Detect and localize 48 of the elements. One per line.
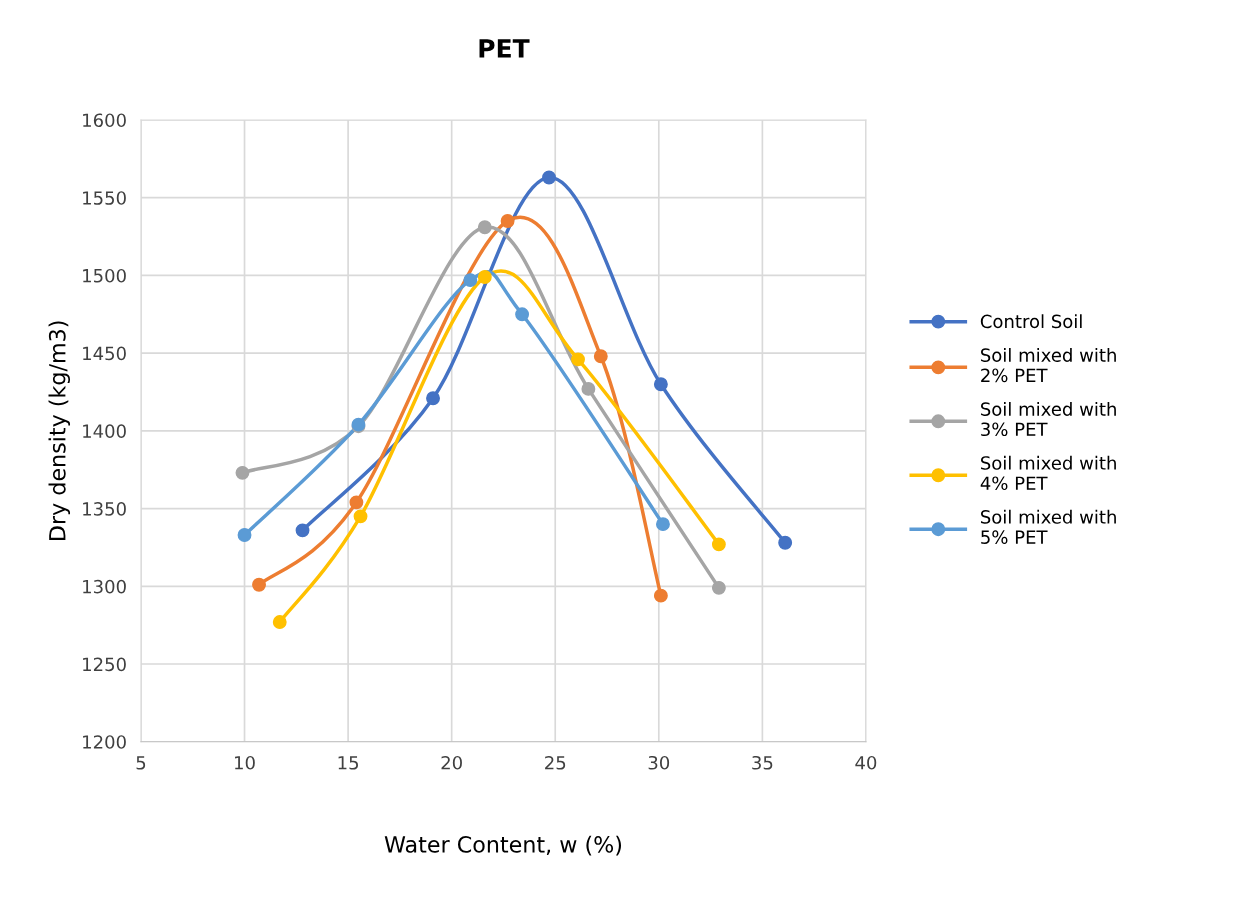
point — [571, 352, 585, 367]
y-tick-label: 1500 — [83, 268, 126, 283]
chart-title: PET — [479, 39, 530, 58]
y-tick-label: 1600 — [83, 113, 126, 128]
point — [426, 391, 440, 406]
point — [252, 577, 266, 592]
point — [463, 273, 478, 288]
legend-label: Soil mixed with 4% PET — [980, 455, 1116, 491]
x-tick-label: 5 — [136, 756, 146, 770]
point — [653, 588, 668, 603]
point — [477, 270, 492, 284]
y-tick-label: 1350 — [83, 502, 126, 516]
x-tick-label: 35 — [752, 755, 773, 770]
point — [653, 377, 668, 392]
y-tick-label: 1400 — [83, 424, 126, 438]
legend-label: Soil mixed with 3% PET — [981, 401, 1116, 437]
point — [237, 528, 252, 542]
point — [711, 580, 726, 595]
x-tick-label: 20 — [441, 755, 462, 770]
legend-label: Soil mixed with 2% PET — [981, 347, 1116, 383]
y-tick-label: 1250 — [83, 657, 126, 672]
y-axis-title: Dry density (kg/m3) — [48, 321, 71, 540]
y-tick-label: 1300 — [83, 579, 126, 594]
point — [353, 509, 368, 524]
point — [711, 537, 726, 552]
point — [235, 465, 250, 480]
x-axis-title: Water Content, w (%) — [384, 835, 622, 856]
x-tick-label: 40 — [855, 755, 877, 770]
point — [515, 307, 530, 322]
y-tick-label: 1450 — [83, 346, 126, 361]
point — [593, 349, 608, 364]
point — [542, 170, 556, 185]
x-tick-label: 25 — [545, 755, 566, 770]
point — [778, 535, 793, 550]
point — [500, 214, 515, 228]
legend-label: Soil mixed with 5% PET — [981, 509, 1116, 544]
point — [581, 381, 596, 396]
point — [477, 220, 492, 235]
y-tick-label: 1200 — [83, 735, 126, 749]
point — [272, 615, 287, 630]
x-tick-label: 10 — [235, 755, 255, 770]
point — [656, 517, 670, 532]
x-tick-label: 15 — [338, 756, 359, 770]
point — [295, 523, 310, 538]
point — [349, 495, 364, 510]
x-tick-label: 30 — [648, 755, 670, 770]
legend-label: Control Soil — [980, 314, 1082, 329]
y-tick-label: 1550 — [83, 191, 126, 205]
